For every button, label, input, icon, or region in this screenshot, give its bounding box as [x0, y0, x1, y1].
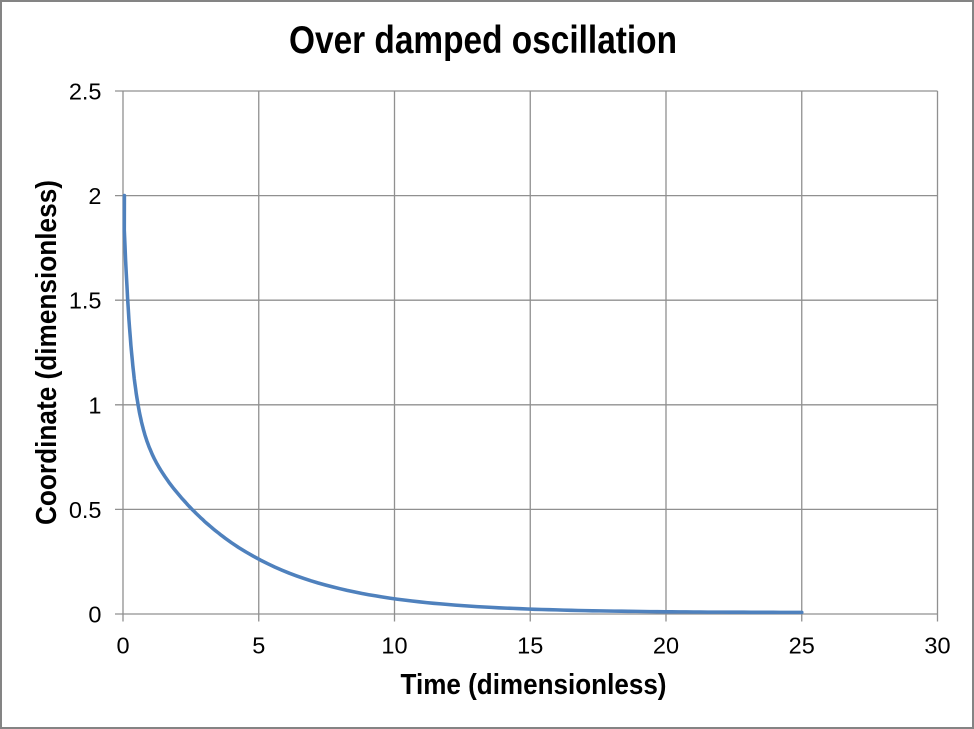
svg-text:Coordinate (dimensionless): Coordinate (dimensionless): [31, 180, 63, 525]
svg-text:Over damped oscillation: Over damped oscillation: [289, 19, 677, 62]
svg-text:30: 30: [924, 633, 950, 659]
svg-text:0.5: 0.5: [69, 497, 102, 523]
svg-text:5: 5: [252, 633, 265, 659]
svg-text:2: 2: [88, 183, 101, 209]
svg-text:25: 25: [789, 633, 815, 659]
svg-text:Time (dimensionless): Time (dimensionless): [401, 669, 667, 701]
svg-text:2.5: 2.5: [69, 79, 102, 105]
svg-text:15: 15: [517, 633, 543, 659]
svg-text:1.5: 1.5: [69, 288, 102, 314]
svg-text:10: 10: [381, 633, 407, 659]
svg-text:20: 20: [653, 633, 679, 659]
svg-text:1: 1: [88, 392, 101, 418]
svg-text:0: 0: [116, 633, 129, 659]
svg-text:0: 0: [88, 602, 101, 628]
